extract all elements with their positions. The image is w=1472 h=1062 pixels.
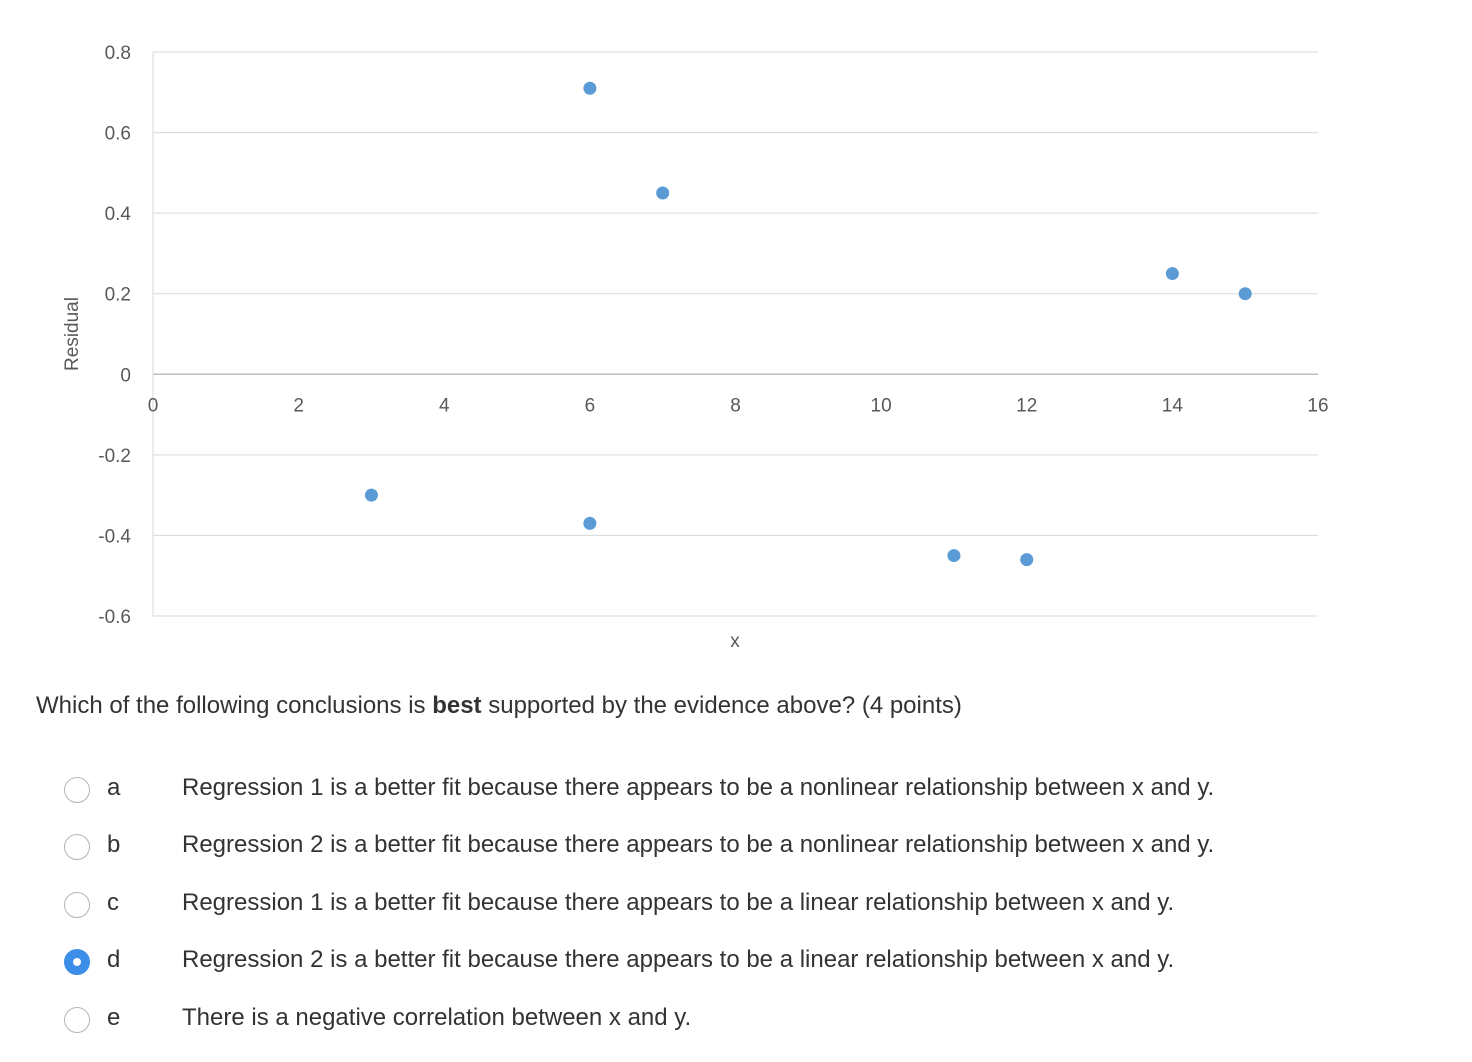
y-tick-label: 0.2: [105, 285, 131, 306]
data-point: [364, 488, 378, 502]
x-tick-label: 2: [293, 395, 304, 416]
data-point: [1238, 287, 1252, 301]
option-text: There is a negative correlation between …: [182, 1004, 692, 1031]
grid-lines: [153, 51, 1318, 617]
y-tick-label: 0.4: [105, 204, 132, 225]
question-suffix: supported by the evidence above? (4 poin…: [481, 692, 962, 719]
radio-button-a[interactable]: [64, 777, 90, 803]
y-tick-label: 0.8: [105, 43, 131, 64]
x-tick-label: 4: [439, 395, 450, 416]
option-letter: c: [107, 889, 119, 916]
x-tick-label: 0: [148, 395, 159, 416]
axes: [152, 52, 1318, 616]
option-letter: a: [107, 774, 121, 801]
question-emphasis: best: [432, 692, 482, 719]
y-tick-labels: 0.8 0.6 0.4 0.2 0 -0.2 -0.4 -0.6: [98, 43, 131, 628]
question-text: Which of the following conclusions is be…: [36, 692, 962, 720]
x-axis-title: x: [730, 631, 740, 652]
x-tick-label: 8: [730, 395, 741, 416]
option-c[interactable]: c Regression 1 is a better fit because t…: [0, 887, 1400, 927]
y-tick-label: -0.2: [98, 446, 131, 467]
y-tick-label: 0.6: [105, 124, 131, 145]
data-point: [583, 81, 597, 95]
x-tick-label: 10: [871, 395, 892, 416]
y-tick-label: -0.4: [98, 526, 131, 547]
residual-scatter-chart: 0.80.60.40.20-0.2-0.4-0.6 0 2 4 6 8 10 12 14 16 …: [62, 43, 1329, 652]
x-tick-label: 6: [585, 395, 596, 416]
x-tick-label: 12: [1016, 395, 1037, 416]
data-point: [1165, 267, 1179, 281]
option-d[interactable]: d Regression 2 is a better fit because t…: [0, 944, 1400, 984]
option-a[interactable]: a Regression 1 is a better fit because t…: [0, 772, 1400, 812]
question-prefix: Which of the following conclusions is: [36, 692, 433, 719]
option-text: Regression 2 is a better fit because the…: [182, 946, 1175, 973]
option-text: Regression 1 is a better fit because the…: [182, 774, 1215, 801]
option-letter: d: [107, 946, 121, 973]
x-tick-label: 16: [1307, 395, 1328, 416]
radio-button-c[interactable]: [64, 892, 90, 918]
radio-button-e[interactable]: [64, 1007, 90, 1033]
data-point: [1020, 553, 1034, 567]
data-point: [583, 516, 597, 530]
option-text: Regression 2 is a better fit because the…: [182, 831, 1215, 858]
option-b[interactable]: b Regression 2 is a better fit because t…: [0, 829, 1400, 869]
data-point: [947, 549, 961, 563]
data-points: [364, 81, 1252, 567]
data-point: [656, 186, 670, 200]
y-tick-label: -0.6: [98, 607, 131, 628]
option-letter: b: [107, 831, 121, 858]
radio-button-b[interactable]: [64, 834, 90, 860]
x-tick-label: 14: [1162, 395, 1184, 416]
radio-button-d[interactable]: [64, 949, 90, 975]
option-letter: e: [107, 1004, 121, 1031]
y-axis-title: Residual: [62, 297, 83, 371]
option-e[interactable]: e There is a negative correlation betwee…: [0, 1002, 1400, 1042]
option-text: Regression 1 is a better fit because the…: [182, 889, 1175, 916]
y-tick-label: 0: [120, 365, 131, 386]
x-tick-labels: 0 2 4 6 8 10 12 14 16: [148, 395, 1329, 416]
